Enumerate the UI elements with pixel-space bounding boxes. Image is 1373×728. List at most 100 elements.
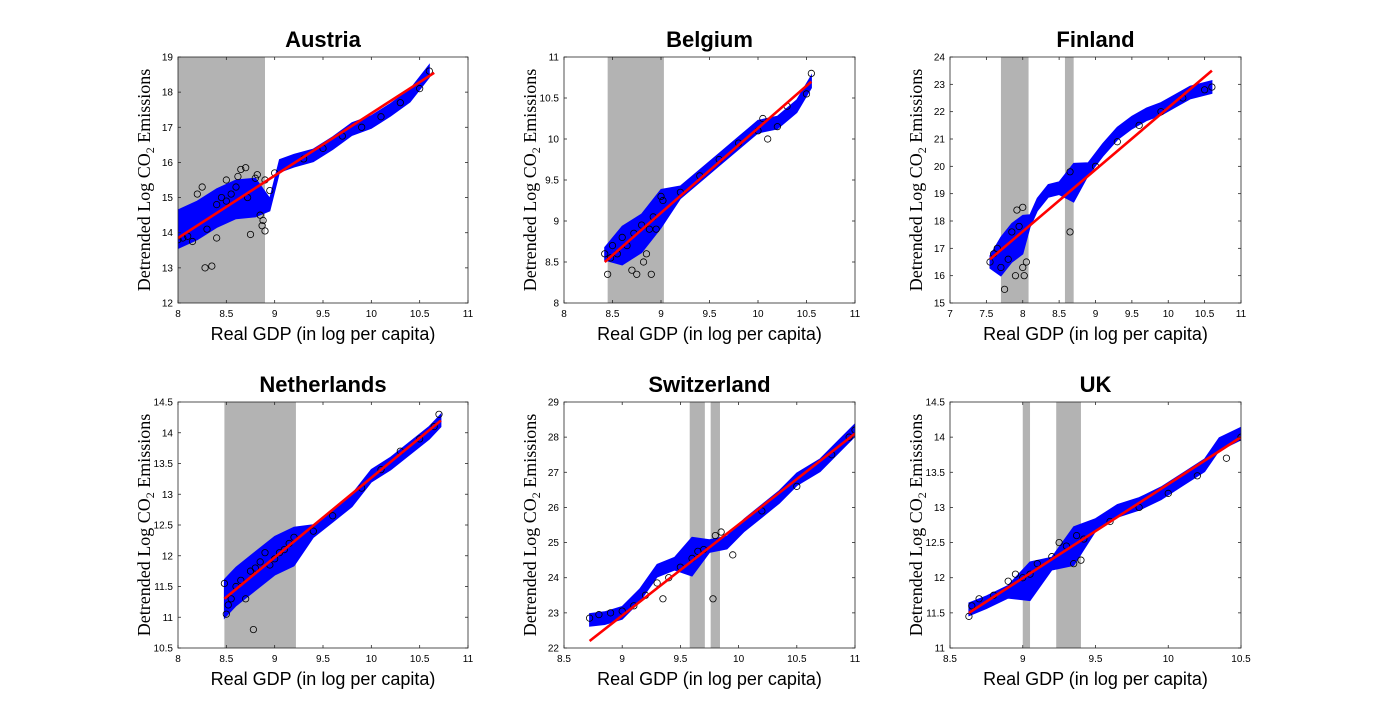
fit-line bbox=[989, 69, 1213, 261]
data-point bbox=[1004, 255, 1012, 263]
y-axis-label: Detrended Log CO2 Emissions bbox=[134, 69, 157, 291]
data-point bbox=[208, 262, 216, 270]
x-tick-label: 9 bbox=[272, 309, 278, 320]
data-point bbox=[1055, 538, 1063, 547]
x-tick-label: 9.5 bbox=[703, 309, 717, 320]
x-tick-label: 8.5 bbox=[219, 654, 233, 665]
data-point bbox=[188, 237, 197, 246]
x-tick-label: 8 bbox=[561, 309, 567, 320]
data-point bbox=[1077, 556, 1085, 564]
data-point bbox=[222, 176, 230, 184]
y-tick-label: 15 bbox=[934, 299, 946, 310]
x-tick-label: 8 bbox=[1020, 309, 1026, 320]
y-tick-label: 21 bbox=[934, 135, 946, 146]
x-tick-label: 8.5 bbox=[943, 654, 957, 665]
data-point bbox=[1072, 531, 1081, 540]
data-point bbox=[425, 67, 433, 75]
data-point bbox=[201, 264, 209, 272]
y-tick-label: 18 bbox=[162, 88, 174, 99]
x-tick-label: 11 bbox=[850, 654, 861, 665]
x-tick-label: 10.5 bbox=[1195, 309, 1215, 320]
data-point bbox=[1106, 517, 1114, 526]
data-point bbox=[249, 625, 257, 634]
shaded-region bbox=[1022, 402, 1031, 648]
data-point bbox=[997, 263, 1005, 272]
y-tick-label: 11 bbox=[549, 53, 560, 64]
data-point bbox=[1020, 272, 1028, 280]
fit-line bbox=[178, 71, 435, 240]
data-point bbox=[802, 90, 811, 98]
data-point bbox=[639, 258, 648, 266]
data-point bbox=[595, 611, 603, 619]
y-tick-label: 14 bbox=[162, 428, 174, 439]
data-point bbox=[251, 564, 259, 572]
data-point bbox=[608, 242, 617, 250]
data-point bbox=[234, 172, 242, 181]
data-point bbox=[224, 601, 232, 609]
y-tick-label: 11 bbox=[163, 613, 174, 624]
x-tick-label: 7.5 bbox=[979, 309, 993, 320]
y-axis-label: Detrended Log CO2 Emissions bbox=[906, 69, 929, 291]
y-tick-label: 14 bbox=[934, 433, 946, 444]
data-point bbox=[630, 602, 638, 610]
panel-uk: 8.5 9 9.5 10 10.5 11 11.5 12 12.5 13 13.5 14 14.5 UK R… bbox=[906, 372, 1251, 689]
data-point bbox=[657, 192, 665, 200]
data-point bbox=[435, 410, 443, 418]
data-point bbox=[1080, 535, 1088, 543]
panel-austria: 8 8.5 9 9.5 10 10.5 11 12 13 14 15 16 17 18 19 Austria R… bbox=[134, 27, 474, 344]
data-point bbox=[1237, 433, 1241, 441]
data-point bbox=[647, 270, 655, 278]
y-tick-label: 18 bbox=[934, 217, 946, 228]
data-point bbox=[329, 512, 337, 520]
data-point bbox=[280, 545, 288, 554]
y-axis-label: Detrended Log CO2 Emissions bbox=[520, 69, 543, 291]
data-point bbox=[1004, 577, 1012, 585]
data-point bbox=[1208, 83, 1216, 91]
data-point bbox=[1013, 206, 1021, 214]
data-point bbox=[259, 216, 267, 225]
data-point bbox=[659, 595, 667, 603]
x-tick-label: 9 bbox=[272, 654, 278, 665]
data-point bbox=[227, 190, 235, 198]
y-tick-label: 8.5 bbox=[545, 258, 559, 269]
y-tick-label: 8 bbox=[553, 299, 559, 310]
y-tick-label: 12 bbox=[162, 551, 174, 562]
y-tick-label: 19 bbox=[162, 53, 174, 64]
x-tick-label: 7 bbox=[947, 309, 953, 320]
x-tick-label: 9.5 bbox=[1089, 654, 1103, 665]
data-point bbox=[1015, 222, 1023, 231]
data-point bbox=[1033, 560, 1041, 568]
fit-line bbox=[588, 432, 855, 642]
data-point bbox=[1011, 570, 1020, 578]
plot-content bbox=[178, 57, 435, 303]
x-tick-label: 11 bbox=[463, 309, 474, 320]
data-point bbox=[377, 113, 385, 121]
x-tick-label: 10.5 bbox=[410, 309, 430, 320]
y-tick-label: 12.5 bbox=[926, 538, 946, 549]
x-tick-label: 11 bbox=[1236, 309, 1247, 320]
x-tick-label: 10 bbox=[1163, 654, 1175, 665]
data-point bbox=[659, 196, 667, 205]
x-tick-label: 8.5 bbox=[1052, 309, 1066, 320]
data-point bbox=[198, 183, 206, 191]
plot-content bbox=[601, 57, 815, 303]
x-tick-label: 9 bbox=[619, 654, 625, 665]
x-tick-label: 9 bbox=[658, 309, 664, 320]
data-point bbox=[251, 174, 259, 182]
data-point bbox=[807, 69, 815, 78]
data-point bbox=[633, 270, 641, 278]
plot-content bbox=[220, 402, 443, 648]
data-point bbox=[764, 135, 772, 143]
data-point bbox=[1000, 285, 1009, 293]
data-point bbox=[237, 165, 245, 174]
shaded-region bbox=[607, 57, 664, 303]
y-tick-label: 23 bbox=[934, 80, 946, 91]
data-point bbox=[975, 595, 983, 603]
data-point bbox=[711, 531, 719, 540]
data-point bbox=[1201, 86, 1209, 94]
plot-area bbox=[564, 402, 855, 648]
chart-title: Netherlands bbox=[259, 372, 386, 397]
data-point bbox=[261, 227, 269, 235]
y-tick-label: 10.5 bbox=[154, 644, 174, 655]
data-point bbox=[793, 482, 801, 490]
